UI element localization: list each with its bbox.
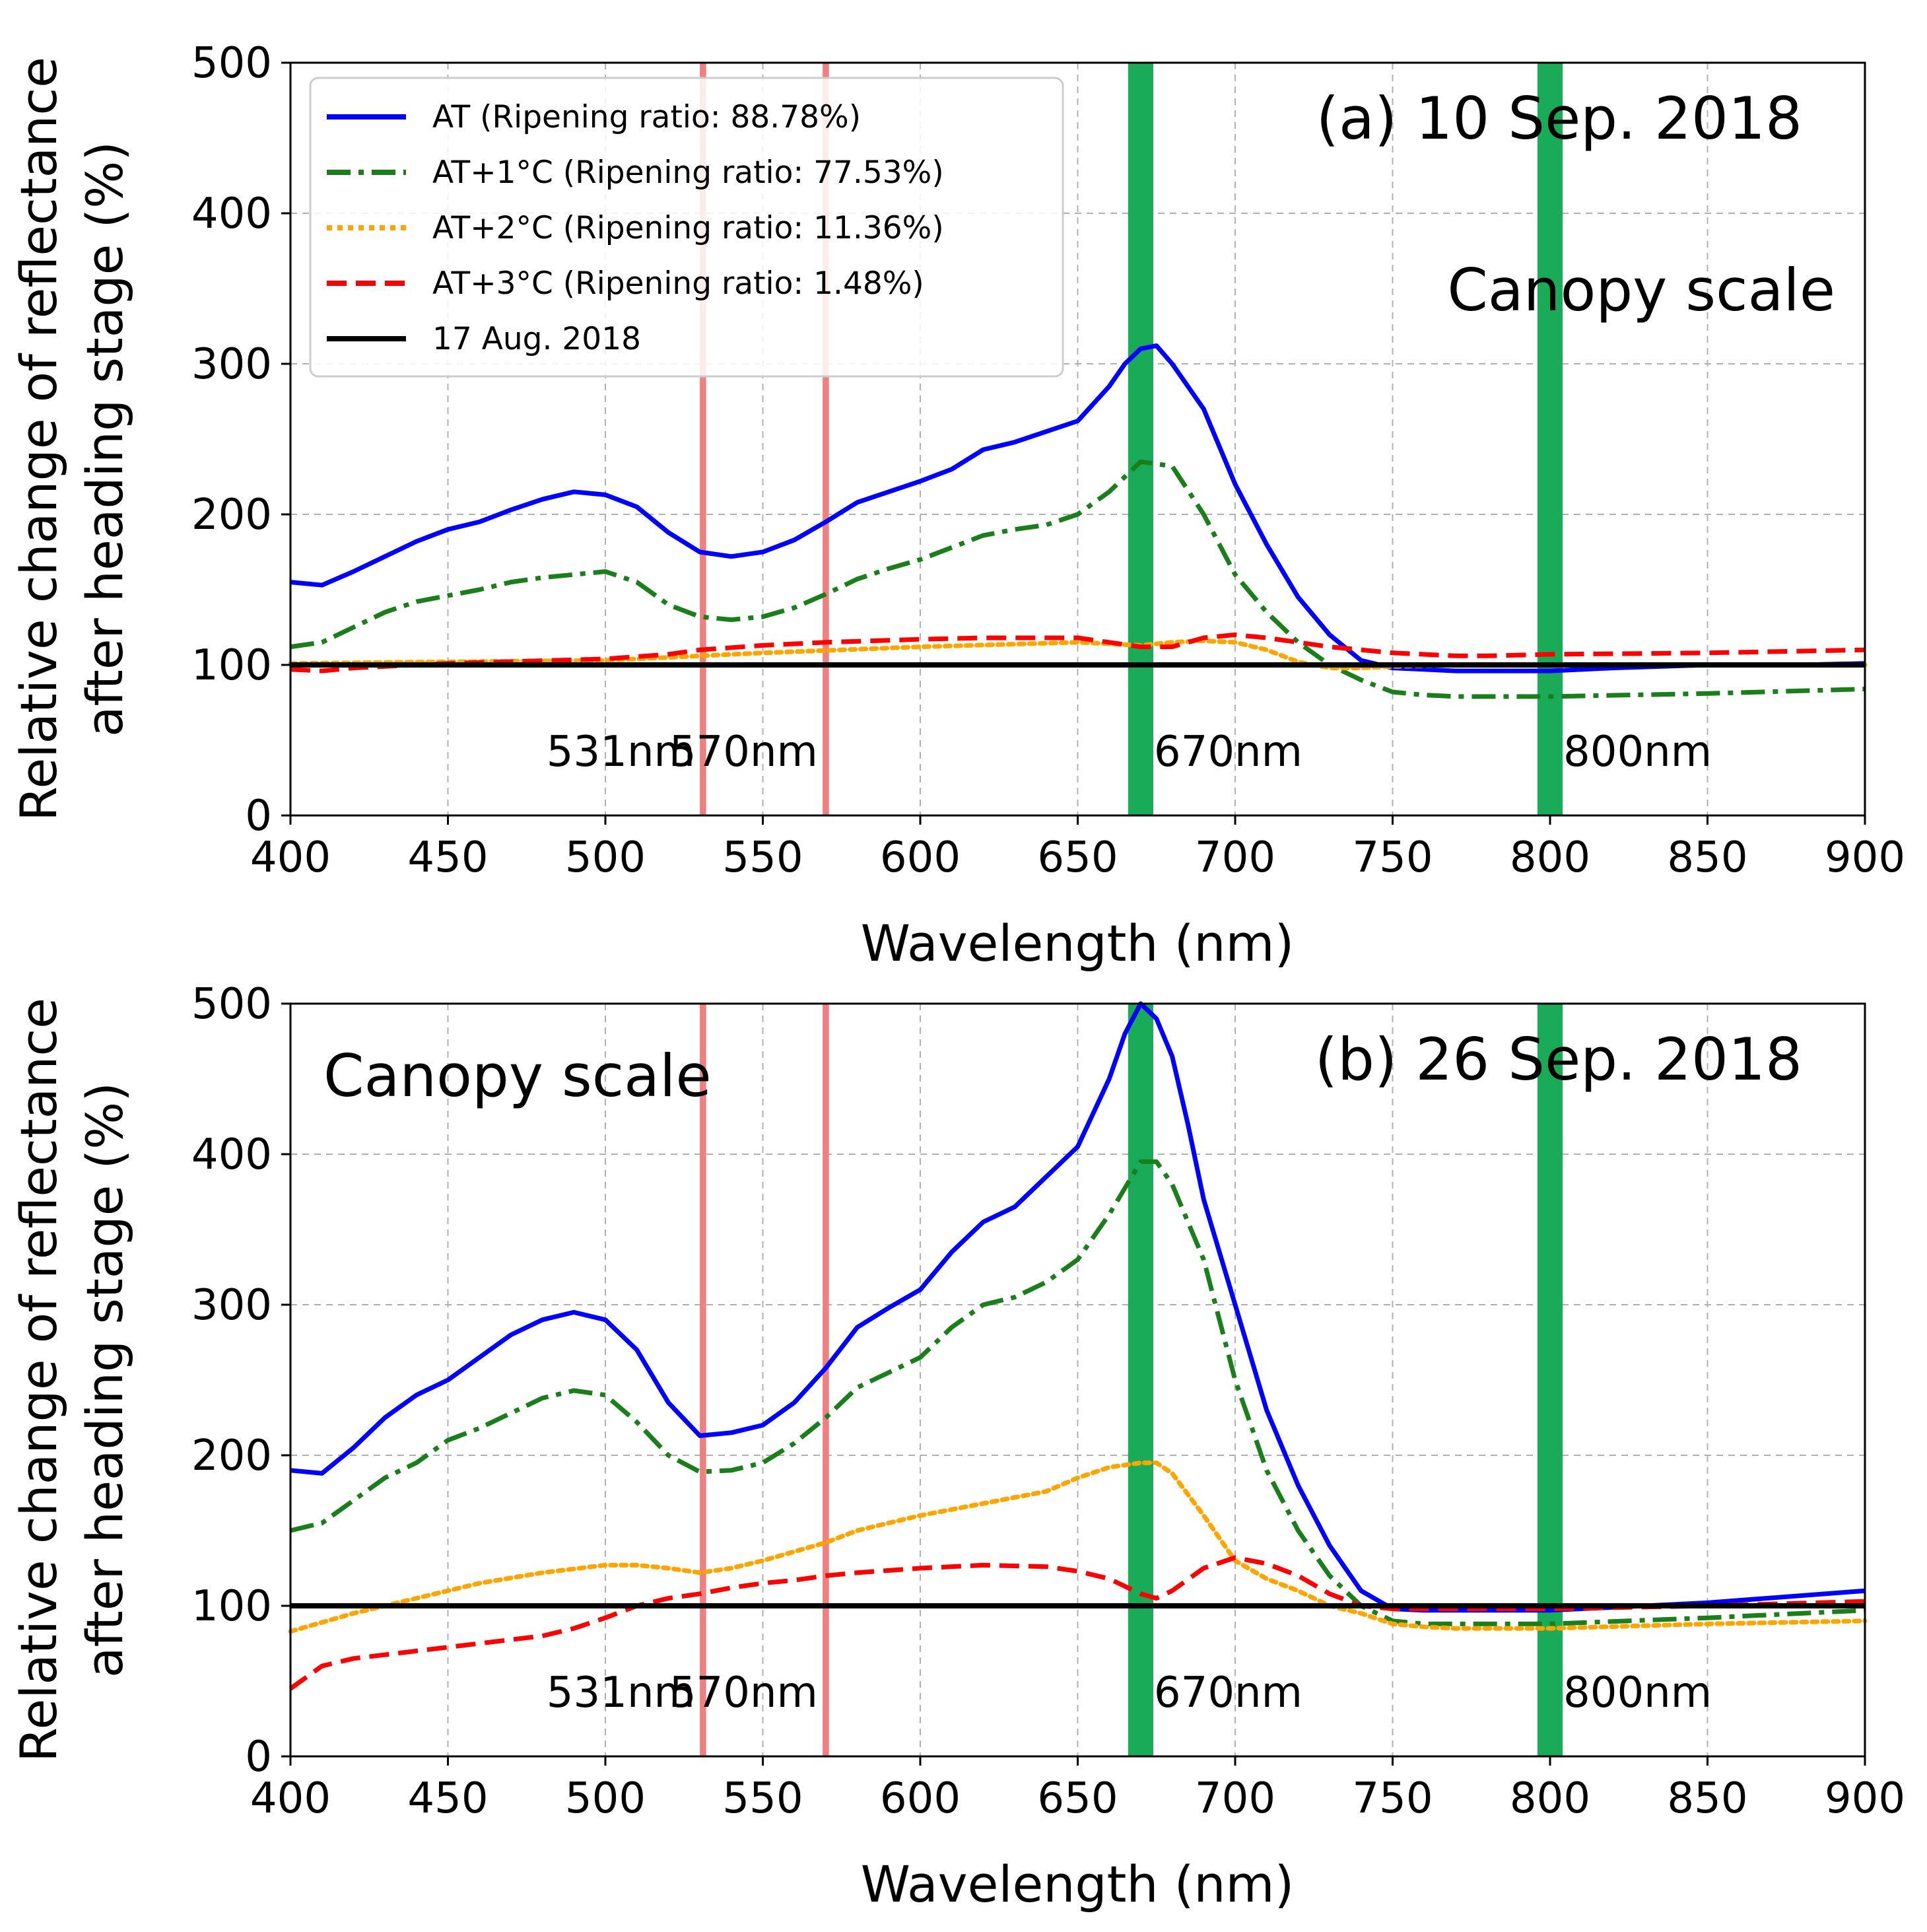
x-tick-label: 500 <box>565 833 646 882</box>
x-tick-label: 650 <box>1037 833 1118 882</box>
panel-b-ticks: 400 450 500 550 600 650 700 750 800 850 900 0 100 200… <box>191 980 1905 1823</box>
y-tick-label: 200 <box>191 491 272 539</box>
band-label-531nm: 531nm <box>547 1669 695 1717</box>
y-tick-label: 300 <box>191 340 272 389</box>
panel-a: 400 450 500 550 600 650 700 750 800 850 900 0 100 200… <box>9 39 1905 973</box>
x-tick-label: 550 <box>722 833 803 882</box>
band-label-670nm: 670nm <box>1154 1669 1302 1717</box>
panel-a-bands <box>700 63 1563 815</box>
series-line-1 <box>290 459 1866 699</box>
panel-b-title: (b) 26 Sep. 2018 <box>1315 1025 1802 1093</box>
legend-label-at-plus-2: AT+2°C (Ripening ratio: 11.36%) <box>432 210 944 246</box>
panel-a-title: (a) 10 Sep. 2018 <box>1316 85 1802 153</box>
x-tick-label: 450 <box>407 833 488 882</box>
y-tick-label: 300 <box>191 1281 272 1330</box>
band-label-670nm: 670nm <box>1154 728 1302 776</box>
band-670nm <box>1128 1004 1153 1756</box>
x-tick-label: 500 <box>565 1774 646 1823</box>
y-tick-label: 500 <box>191 980 272 1029</box>
y-tick-label: 100 <box>191 1582 272 1631</box>
x-tick-label: 400 <box>250 833 331 882</box>
series-line-2 <box>288 1460 1868 1634</box>
legend-label-at-plus-3: AT+3°C (Ripening ratio: 1.48%) <box>432 265 924 302</box>
panel-b-y-axis-title-line1: Relative change of reflectance <box>9 998 68 1762</box>
panel-b-grid <box>290 1003 1866 1757</box>
band-531nm <box>700 63 706 815</box>
band-531nm <box>700 1004 706 1756</box>
x-tick-label: 750 <box>1352 833 1433 882</box>
x-tick-label: 850 <box>1667 833 1747 882</box>
band-800nm <box>1537 63 1563 815</box>
panel-b-scale-label: Canopy scale <box>323 1042 712 1110</box>
band-label-800nm: 800nm <box>1563 1669 1712 1717</box>
panel-a-legend: AT (Ripening ratio: 88.78%) AT+1°C (Ripe… <box>309 77 1064 378</box>
panel-b-series <box>288 1001 1868 1691</box>
series-line-1 <box>290 1159 1866 1626</box>
x-tick-label: 400 <box>250 1774 331 1823</box>
band-label-531nm: 531nm <box>547 728 695 776</box>
legend-label-at: AT (Ripening ratio: 88.78%) <box>432 99 861 135</box>
legend-label-reference: 17 Aug. 2018 <box>432 321 641 357</box>
y-tick-label: 100 <box>191 641 272 690</box>
x-tick-label: 900 <box>1825 1774 1905 1823</box>
band-label-800nm: 800nm <box>1563 728 1712 776</box>
series-line-0 <box>290 343 1866 673</box>
band-label-570nm: 570nm <box>669 728 818 776</box>
x-tick-label: 600 <box>880 1774 961 1823</box>
series-line-0 <box>290 1001 1866 1613</box>
y-tick-label: 400 <box>191 1130 272 1179</box>
x-tick-label: 450 <box>407 1774 488 1823</box>
x-tick-label: 750 <box>1352 1774 1433 1823</box>
legend-frame <box>309 77 1064 378</box>
y-tick-label: 400 <box>191 190 272 238</box>
x-tick-label: 700 <box>1195 1774 1275 1823</box>
band-label-570nm: 570nm <box>669 1669 818 1717</box>
y-tick-label: 0 <box>245 792 272 841</box>
series-line-2 <box>288 638 1868 671</box>
panel-b-x-axis-title: Wavelength (nm) <box>861 1855 1295 1914</box>
panel-a-series <box>288 343 1868 699</box>
x-tick-label: 850 <box>1667 1774 1747 1823</box>
y-tick-label: 0 <box>245 1733 272 1781</box>
x-tick-label: 650 <box>1037 1774 1118 1823</box>
band-670nm <box>1128 63 1153 815</box>
panel-b: 400 450 500 550 600 650 700 750 800 850 900 0 100 200… <box>9 980 1905 1914</box>
panel-a-y-axis-title-line1: Relative change of reflectance <box>9 57 68 821</box>
y-tick-label: 200 <box>191 1432 272 1480</box>
y-tick-label: 500 <box>191 39 272 88</box>
panel-a-y-axis-title-line2: after heading stage (%) <box>75 141 134 737</box>
x-tick-label: 600 <box>880 833 961 882</box>
x-tick-label: 900 <box>1825 833 1905 882</box>
x-tick-label: 800 <box>1510 1774 1590 1823</box>
band-570nm <box>823 1004 829 1756</box>
panel-a-x-axis-title: Wavelength (nm) <box>861 914 1295 973</box>
panel-b-y-axis-title-line2: after heading stage (%) <box>75 1082 134 1678</box>
band-570nm <box>823 63 829 815</box>
panel-a-ticks: 400 450 500 550 600 650 700 750 800 850 900 0 100 200… <box>191 39 1905 882</box>
band-800nm <box>1537 1004 1563 1756</box>
panel-b-bands <box>700 1004 1563 1756</box>
x-tick-label: 800 <box>1510 833 1590 882</box>
x-tick-label: 550 <box>722 1774 803 1823</box>
panel-a-scale-label: Canopy scale <box>1447 256 1835 324</box>
x-tick-label: 700 <box>1195 833 1275 882</box>
legend-label-at-plus-1: AT+1°C (Ripening ratio: 77.53%) <box>432 155 944 191</box>
